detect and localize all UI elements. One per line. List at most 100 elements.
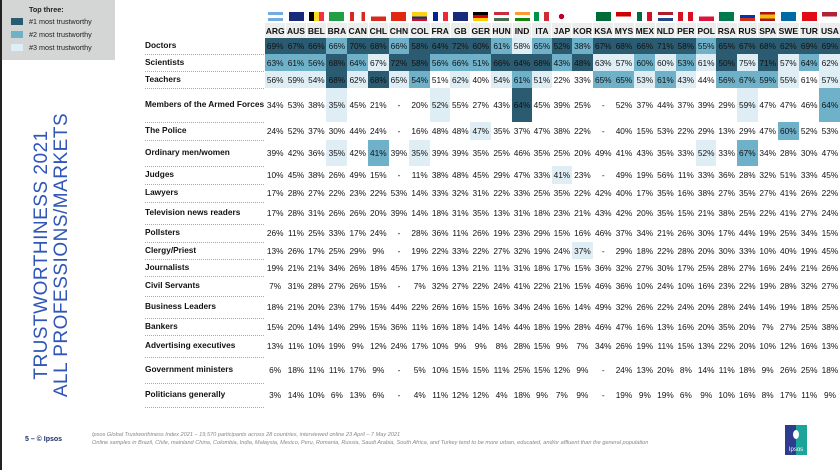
- value-cell: 22%: [472, 245, 490, 256]
- value-cell: 15%: [472, 302, 490, 312]
- value-cell: 53%: [634, 71, 656, 88]
- value-cell: 24%: [739, 302, 756, 312]
- bra-flag-icon: [329, 12, 345, 21]
- value-cell: 26%: [780, 365, 797, 375]
- value-cell: 35%: [739, 188, 756, 198]
- country-header: KSA: [592, 23, 614, 38]
- value-cell: 26%: [349, 281, 367, 291]
- value-cell: -: [397, 281, 401, 291]
- flag-ita: [532, 12, 552, 23]
- country-header: HUN: [490, 23, 513, 38]
- flag-col: [409, 12, 430, 23]
- value-cell: 25%: [574, 100, 591, 110]
- ipsos-logo: Ipsos: [785, 425, 807, 455]
- value-cell: 45%: [821, 245, 839, 256]
- value-cell: 44%: [739, 228, 756, 238]
- flag-hun: [491, 12, 512, 23]
- value-cell: 24%: [677, 302, 695, 312]
- title-line-1: TRUSTWORTHINESS 2021: [31, 130, 52, 380]
- value-cell: 62%: [777, 38, 800, 54]
- value-cell: 33%: [328, 228, 346, 238]
- value-cell: 30%: [697, 228, 715, 238]
- value-cell: 18%: [266, 302, 284, 312]
- flag-per: [676, 12, 696, 23]
- table-row: Members of the Armed Forces 34% 53% 38% 35% 4…: [145, 88, 840, 123]
- value-cell: 33%: [677, 148, 695, 158]
- value-cell: 16%: [411, 126, 429, 136]
- value-cell: 32%: [800, 281, 818, 291]
- value-cell: 16%: [739, 390, 756, 400]
- flag-row: [145, 12, 840, 23]
- value-cell: -: [397, 228, 401, 238]
- value-cell: 20%: [739, 341, 756, 351]
- value-cell: 34%: [636, 228, 654, 238]
- value-cell: 39%: [697, 100, 715, 110]
- value-cell: 29%: [697, 126, 715, 136]
- value-cell: 26%: [800, 188, 818, 198]
- value-cell: 15%: [472, 365, 490, 375]
- value-cell: 51%: [531, 71, 552, 88]
- value-cell: 25%: [800, 365, 818, 375]
- value-cell: 17%: [411, 341, 429, 351]
- flag-spa: [758, 12, 778, 23]
- pol-flag-icon: [698, 12, 714, 21]
- value-cell: 36%: [390, 321, 408, 332]
- value-cell: 13%: [493, 208, 510, 218]
- value-cell: 25%: [821, 302, 839, 312]
- value-cell: 47%: [470, 122, 492, 140]
- value-cell: 40%: [780, 245, 797, 256]
- value-cell: 26%: [349, 262, 367, 273]
- value-cell: 12%: [452, 390, 469, 400]
- country-header: USA: [818, 23, 840, 38]
- row-label: Bankers: [145, 318, 265, 336]
- value-cell: 68%: [326, 54, 348, 71]
- rus-flag-icon: [739, 12, 755, 21]
- value-cell: 23%: [349, 188, 367, 198]
- value-cell: 20%: [697, 245, 715, 256]
- value-cell: 44%: [513, 321, 531, 332]
- flag-ger: [470, 12, 491, 23]
- value-cell: 24%: [553, 245, 571, 256]
- value-cell: 19%: [533, 245, 551, 256]
- title-line-2: ALL PROFESSIONS/MARKETS: [51, 112, 72, 398]
- value-cell: 16%: [431, 321, 449, 332]
- page-number: 5 – © Ipsos: [25, 436, 63, 443]
- value-cell: 25%: [739, 208, 756, 218]
- table-row: Advertising executives 13% 11% 10% 19% 9% 12% 2…: [145, 335, 840, 358]
- value-cell: 16%: [800, 341, 818, 351]
- tur-flag-icon: [801, 12, 817, 21]
- value-cell: 43%: [551, 54, 572, 71]
- value-cell: 39%: [390, 208, 408, 218]
- value-cell: 61%: [512, 71, 532, 88]
- value-cell: 20%: [574, 148, 591, 158]
- value-cell: 68%: [757, 38, 778, 54]
- value-cell: 75%: [737, 54, 758, 71]
- value-cell: 64%: [819, 88, 840, 122]
- value-cell: 47%: [780, 100, 797, 110]
- value-cell: 16%: [553, 302, 571, 312]
- row-label: Judges: [145, 166, 265, 185]
- flag-mys: [614, 12, 635, 23]
- value-cell: 9%: [700, 390, 713, 400]
- country-header: AUS: [285, 23, 307, 38]
- value-cell: 33%: [574, 74, 591, 85]
- table-row: Ordinary men/women 39% 42% 36% 35% 42% 41% 39% 3…: [145, 140, 840, 167]
- value-cell: 69%: [799, 38, 820, 54]
- value-cell: 11%: [432, 390, 449, 400]
- value-cell: 22%: [574, 188, 591, 198]
- flag-pol: [696, 12, 716, 23]
- value-cell: 40%: [615, 188, 633, 198]
- ksa-flag-icon: [595, 12, 611, 21]
- value-cell: -: [601, 170, 605, 180]
- value-cell: 26%: [266, 228, 284, 238]
- value-cell: 11%: [288, 228, 304, 238]
- value-cell: 24%: [370, 126, 387, 136]
- ita-flag-icon: [534, 12, 550, 21]
- value-cell: 4%: [495, 390, 508, 400]
- value-cell: 19%: [615, 390, 633, 400]
- value-cell: 17%: [718, 228, 736, 238]
- footnote-1: Ipsos Global Trustworthiness Index 2021 …: [92, 432, 401, 438]
- value-cell: 11%: [411, 170, 428, 180]
- value-cell: 15%: [533, 365, 551, 375]
- value-cell: 67%: [368, 54, 389, 71]
